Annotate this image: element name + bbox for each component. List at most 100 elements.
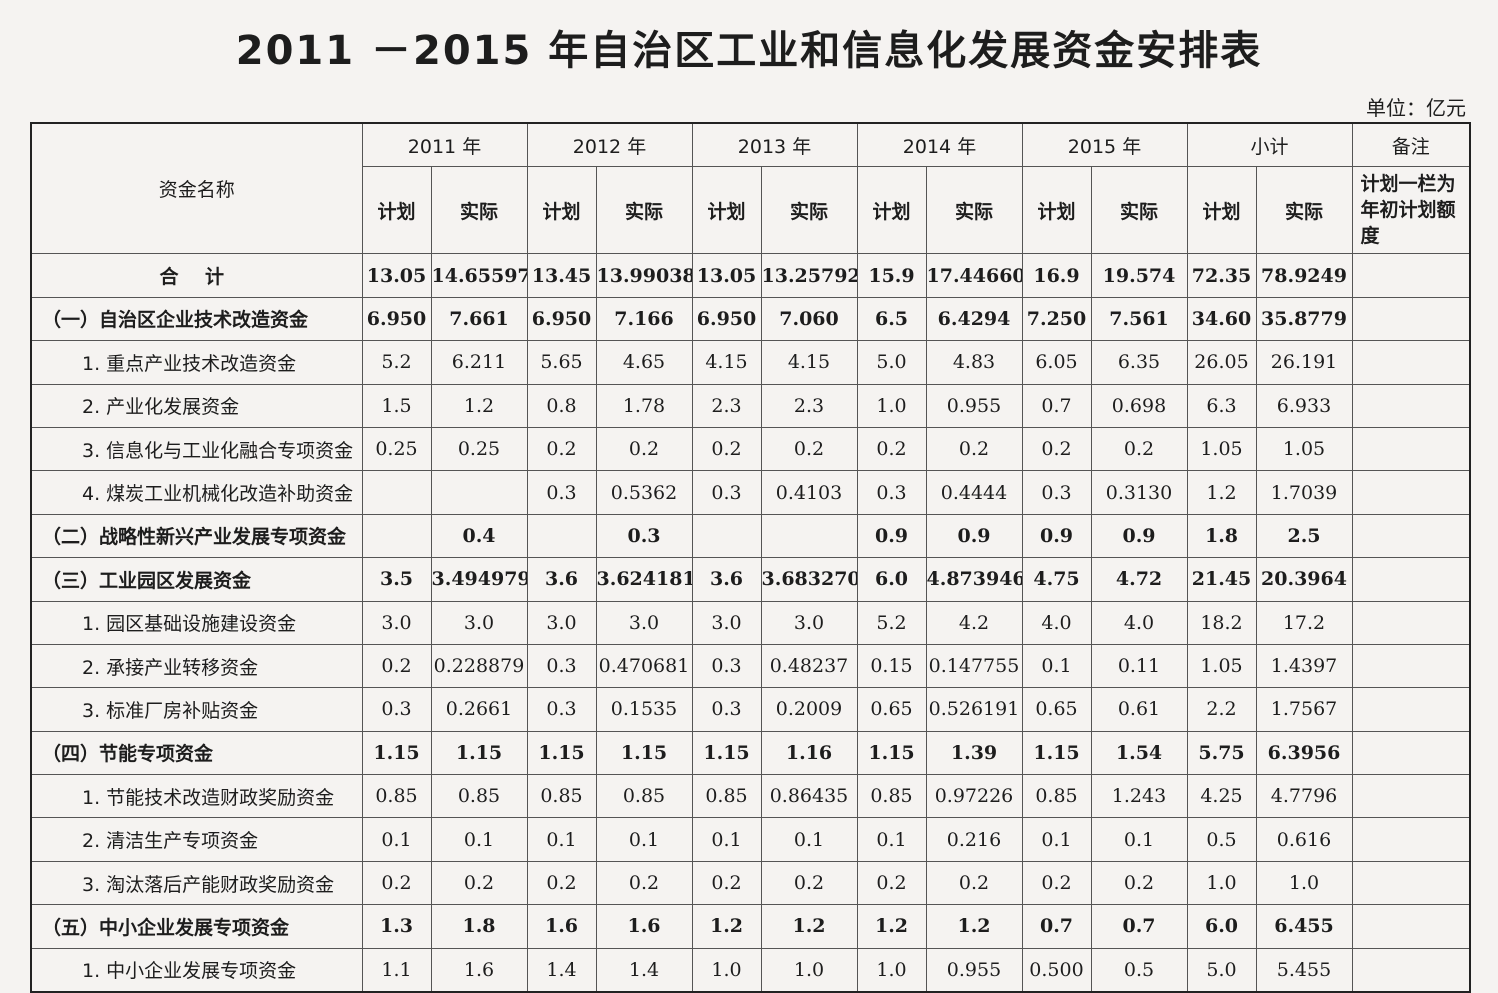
actual-cell: 0.4103 (760, 470, 858, 515)
actual-cell: 4.72 (1090, 557, 1188, 602)
plan-cell: 1.0 (1186, 860, 1257, 906)
row-label: 2. 承接产业转移资金 (30, 643, 363, 689)
plan-cell (361, 513, 432, 559)
plan-cell: 1.05 (1186, 426, 1257, 472)
row-label: （四）节能专项资金 (30, 730, 363, 776)
plan-cell: 1.2 (1186, 470, 1257, 515)
remark-cell (1351, 904, 1471, 949)
plan-cell: 0.15 (856, 643, 927, 689)
header-actual: 实际 (1255, 166, 1353, 255)
plan-cell: 0.3 (526, 643, 597, 689)
row-label: 1. 园区基础设施建设资金 (30, 600, 363, 645)
actual-cell: 0.86435 (760, 774, 858, 819)
plan-cell: 0.1 (361, 817, 432, 862)
actual-cell: 0.216 (925, 817, 1023, 862)
actual-cell: 0.1535 (595, 687, 693, 732)
remark-cell (1351, 774, 1471, 819)
actual-cell: 0.526191 (925, 687, 1023, 732)
row-label: 1. 中小企业发展专项资金 (30, 947, 363, 993)
actual-cell: 3.624181 (595, 557, 693, 602)
actual-cell: 0.2009 (760, 687, 858, 732)
row-label: （三）工业园区发展资金 (30, 557, 363, 602)
plan-cell: 0.2 (691, 860, 762, 906)
row-label: 3. 标准厂房补贴资金 (30, 687, 363, 732)
remark-cell (1351, 296, 1471, 342)
plan-cell: 0.3 (526, 687, 597, 732)
actual-cell: 6.3956 (1255, 730, 1353, 776)
plan-cell (361, 470, 432, 515)
actual-cell: 4.83 (925, 340, 1023, 385)
table-row: 1. 节能技术改造财政奖励资金 0.85 0.85 0.85 0.85 0.85 0.864… (30, 774, 1471, 819)
header-actual: 实际 (925, 166, 1023, 255)
plan-cell: 0.25 (361, 426, 432, 472)
remark-cell (1351, 426, 1471, 472)
actual-cell: 0.2 (1090, 860, 1188, 906)
actual-cell: 26.191 (1255, 340, 1353, 385)
plan-cell: 0.1 (526, 817, 597, 862)
actual-cell: 1.4397 (1255, 643, 1353, 689)
actual-cell: 0.7 (1090, 904, 1188, 949)
plan-cell: 0.65 (856, 687, 927, 732)
plan-cell: 6.950 (526, 296, 597, 342)
actual-cell: 6.933 (1255, 383, 1353, 428)
actual-cell: 0.616 (1255, 817, 1353, 862)
actual-cell: 0.1 (430, 817, 528, 862)
actual-cell: 7.561 (1090, 296, 1188, 342)
actual-cell: 0.4 (430, 513, 528, 559)
plan-cell: 6.0 (856, 557, 927, 602)
actual-cell: 1.16 (760, 730, 858, 776)
remark-cell (1351, 730, 1471, 776)
actual-cell: 1.6 (430, 947, 528, 993)
actual-cell: 13.990381 (595, 253, 693, 298)
actual-cell: 13.25792 (760, 253, 858, 298)
header-row-years: 资金名称 2011 年 2012 年 2013 年 2014 年 2015 年 … (30, 122, 1471, 255)
header-plan: 计划 (1021, 166, 1092, 255)
header-year-2015: 2015 年 (1021, 122, 1188, 168)
actual-cell: 0.3 (595, 513, 693, 559)
row-label: 1. 重点产业技术改造资金 (30, 340, 363, 385)
plan-cell: 6.950 (691, 296, 762, 342)
actual-cell: 0.2661 (430, 687, 528, 732)
plan-cell: 1.1 (361, 947, 432, 993)
actual-cell: 2.3 (760, 383, 858, 428)
row-label: （二）战略性新兴产业发展专项资金 (30, 513, 363, 559)
plan-cell: 72.35 (1186, 253, 1257, 298)
actual-cell: 0.2 (925, 426, 1023, 472)
plan-cell: 7.250 (1021, 296, 1092, 342)
actual-cell: 4.15 (760, 340, 858, 385)
actual-cell: 1.243 (1090, 774, 1188, 819)
plan-cell: 1.15 (526, 730, 597, 776)
actual-cell: 0.2 (430, 860, 528, 906)
remark-cell (1351, 557, 1471, 602)
header-year-2011: 2011 年 (361, 122, 528, 168)
header-year-2014: 2014 年 (856, 122, 1023, 168)
actual-cell: 3.494979 (430, 557, 528, 602)
plan-cell (526, 513, 597, 559)
actual-cell: 0.3130 (1090, 470, 1188, 515)
plan-cell: 1.2 (691, 904, 762, 949)
actual-cell: 0.2 (760, 860, 858, 906)
plan-cell: 0.2 (361, 643, 432, 689)
plan-cell: 0.3 (361, 687, 432, 732)
plan-cell: 6.5 (856, 296, 927, 342)
actual-cell: 0.1 (1090, 817, 1188, 862)
row-label: 3. 淘汰落后产能财政奖励资金 (30, 860, 363, 906)
actual-cell: 0.9 (1090, 513, 1188, 559)
remark-note: 计划一栏为年初计划额度 (1351, 166, 1471, 255)
remark-cell (1351, 470, 1471, 515)
actual-cell: 7.060 (760, 296, 858, 342)
actual-cell: 0.228879 (430, 643, 528, 689)
plan-cell: 0.5 (1186, 817, 1257, 862)
remark-cell (1351, 817, 1471, 862)
table-row: 1. 园区基础设施建设资金 3.0 3.0 3.0 3.0 3.0 3.0 5.2 4.2 4.0… (30, 600, 1471, 645)
plan-cell: 1.8 (1186, 513, 1257, 559)
actual-cell: 0.5362 (595, 470, 693, 515)
actual-cell: 0.955 (925, 383, 1023, 428)
actual-cell: 14.655979 (430, 253, 528, 298)
actual-cell: 1.05 (1255, 426, 1353, 472)
actual-cell: 3.683270 (760, 557, 858, 602)
plan-cell: 4.15 (691, 340, 762, 385)
plan-cell: 0.3 (1021, 470, 1092, 515)
actual-cell: 0.2 (595, 426, 693, 472)
actual-cell: 2.5 (1255, 513, 1353, 559)
